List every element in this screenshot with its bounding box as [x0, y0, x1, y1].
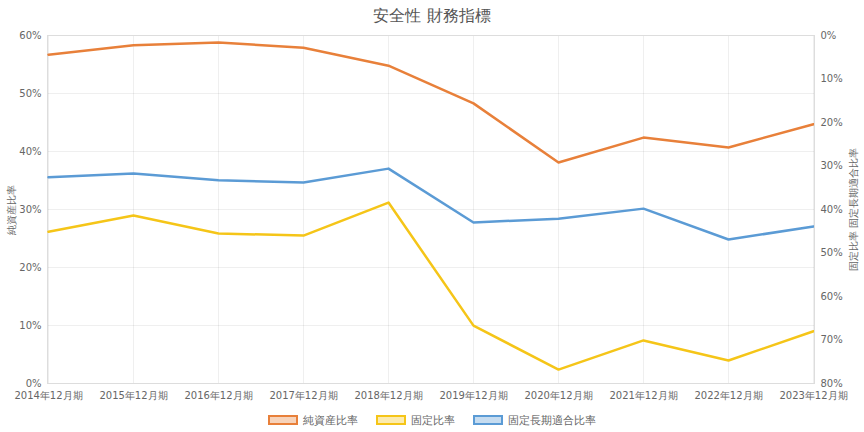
- html-text:固定長期適合比率: 固定長期適合比率: [508, 413, 596, 427]
- svg-text:40%: 40%: [821, 204, 843, 215]
- svg-text:0%: 0%: [821, 30, 837, 41]
- svg-text:40%: 40%: [19, 146, 41, 157]
- svg-text:20%: 20%: [821, 117, 843, 128]
- svg-text:2016年12月期: 2016年12月期: [184, 390, 252, 401]
- svg-text:2014年12月期: 2014年12月期: [14, 390, 82, 401]
- html-text:固定比率: 固定比率: [411, 413, 455, 427]
- svg-text:50%: 50%: [19, 88, 41, 99]
- svg-text:50%: 50%: [821, 247, 843, 258]
- svg-text:2018年12月期: 2018年12月期: [354, 390, 422, 401]
- svg-text:0%: 0%: [26, 378, 42, 389]
- svg-text:20%: 20%: [19, 262, 41, 273]
- svg-text:60%: 60%: [821, 291, 843, 302]
- svg-text:60%: 60%: [19, 30, 41, 41]
- html-text:安全性 財務指標: 安全性 財務指標: [373, 6, 491, 25]
- svg-text:70%: 70%: [821, 334, 843, 345]
- html-text:純資産比率: 純資産比率: [303, 413, 358, 427]
- svg-text:2017年12月期: 2017年12月期: [269, 390, 337, 401]
- svg-text:30%: 30%: [19, 204, 41, 215]
- svg-text:固定比率 固定長期適合比率: 固定比率 固定長期適合比率: [848, 148, 859, 271]
- svg-text:2023年12月期: 2023年12月期: [779, 390, 847, 401]
- svg-text:2022年12月期: 2022年12月期: [694, 390, 762, 401]
- svg-text:2015年12月期: 2015年12月期: [99, 390, 167, 401]
- svg-text:2021年12月期: 2021年12月期: [609, 390, 677, 401]
- svg-text:30%: 30%: [821, 160, 843, 171]
- svg-text:80%: 80%: [821, 378, 843, 389]
- svg-text:純資産比率: 純資産比率: [6, 185, 17, 235]
- svg-text:2019年12月期: 2019年12月期: [439, 390, 507, 401]
- svg-text:2020年12月期: 2020年12月期: [524, 390, 592, 401]
- svg-text:10%: 10%: [821, 73, 843, 84]
- svg-text:10%: 10%: [19, 320, 41, 331]
